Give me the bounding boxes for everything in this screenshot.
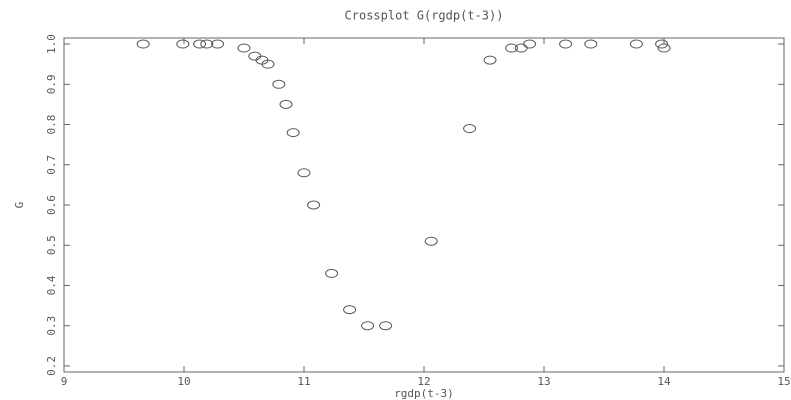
point	[655, 39, 669, 49]
point	[272, 79, 286, 89]
y-tick-label: 0.7	[45, 155, 58, 175]
y-tick-label: 0.5	[45, 235, 58, 255]
point	[248, 51, 262, 61]
point	[361, 321, 375, 331]
point	[483, 55, 497, 65]
y-tick-label: 0.6	[45, 195, 58, 215]
point	[237, 43, 251, 53]
point	[379, 321, 393, 331]
point	[629, 39, 643, 49]
plot-frame	[63, 37, 785, 373]
y-axis-label: G	[13, 202, 26, 209]
point	[200, 39, 214, 49]
point	[211, 39, 225, 49]
point	[343, 305, 357, 315]
x-axis-label: rgdp(t-3)	[394, 387, 454, 400]
x-tick-label: 9	[61, 375, 68, 388]
x-tick-label: 14	[657, 375, 671, 388]
y-tick-label: 0.4	[45, 275, 58, 295]
x-tick-label: 12	[417, 375, 430, 388]
point	[307, 200, 321, 210]
point	[514, 43, 528, 53]
x-tick-label: 10	[177, 375, 190, 388]
point	[463, 124, 477, 134]
y-tick-label: 1.0	[45, 34, 58, 54]
x-tick-label: 13	[537, 375, 550, 388]
point	[297, 168, 311, 178]
y-tick-label: 0.9	[45, 74, 58, 94]
x-tick-label: 15	[777, 375, 790, 388]
point	[286, 128, 300, 138]
x-tick-label: 11	[297, 375, 310, 388]
point	[176, 39, 190, 49]
point	[523, 39, 537, 49]
point	[193, 39, 207, 49]
chart-title: Crossplot G(rgdp(t-3))	[345, 9, 504, 23]
point	[559, 39, 573, 49]
y-tick-label: 0.3	[45, 316, 58, 336]
point	[261, 59, 275, 69]
point	[505, 43, 519, 53]
point	[584, 39, 598, 49]
point	[657, 43, 671, 53]
point	[136, 39, 150, 49]
point	[325, 268, 339, 278]
point	[279, 99, 293, 109]
y-tick-label: 0.2	[45, 356, 58, 376]
point	[424, 236, 438, 246]
y-tick-label: 0.8	[45, 115, 58, 135]
